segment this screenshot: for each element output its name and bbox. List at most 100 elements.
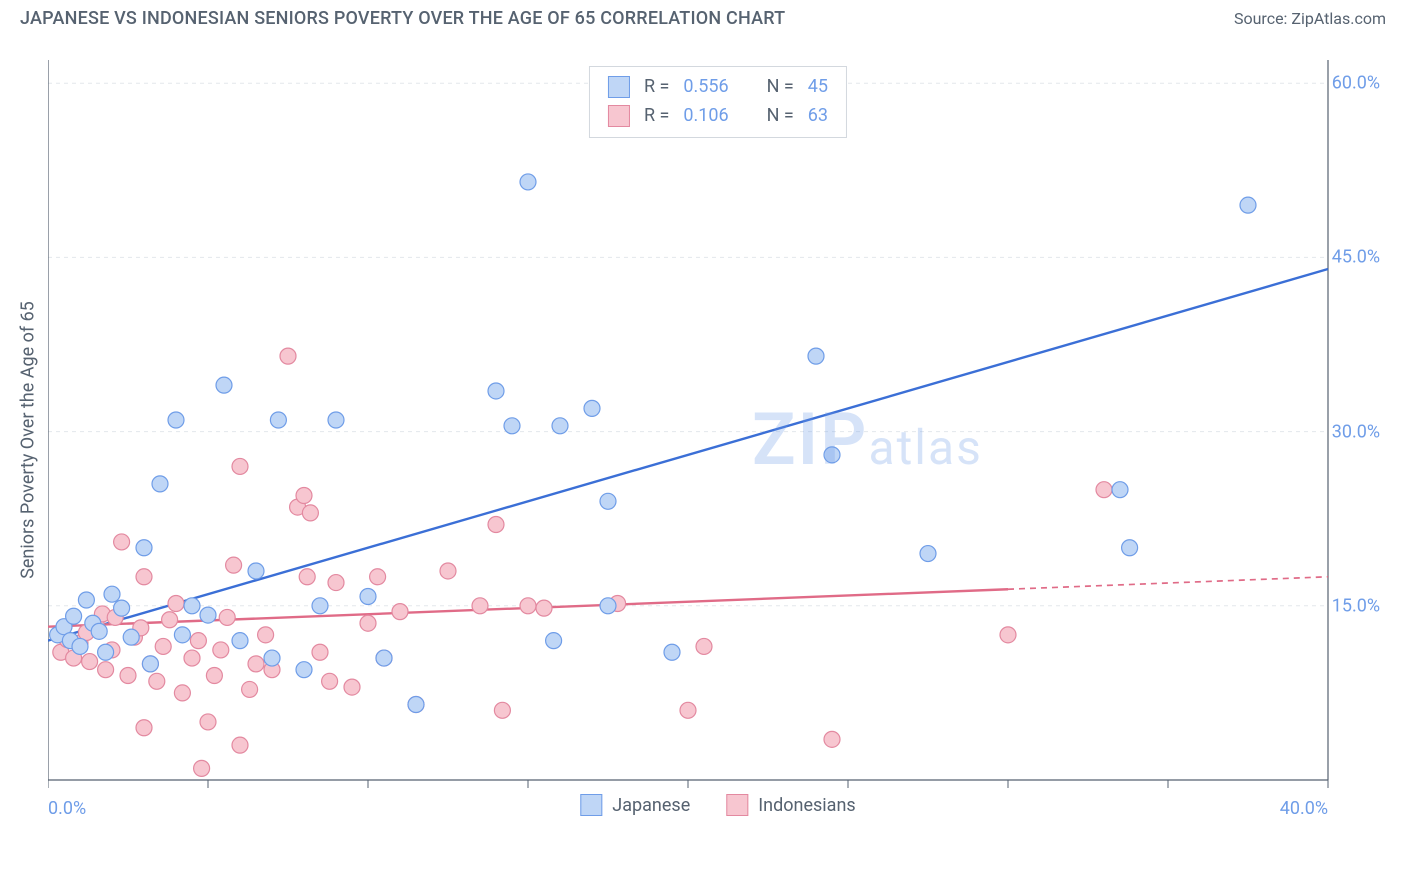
data-point-japanese — [216, 377, 232, 393]
x-tick-label: 40.0% — [1280, 798, 1328, 819]
data-point-indonesians — [296, 487, 312, 503]
y-axis-label: Seniors Poverty Over the Age of 65 — [18, 301, 39, 579]
chart-title: JAPANESE VS INDONESIAN SENIORS POVERTY O… — [20, 8, 785, 29]
data-point-japanese — [488, 383, 504, 399]
data-point-japanese — [142, 656, 158, 672]
trend-line-japanese — [48, 269, 1328, 641]
chart-area: Seniors Poverty Over the Age of 65 ZIPat… — [48, 60, 1388, 820]
data-point-indonesians — [232, 458, 248, 474]
data-point-indonesians — [302, 505, 318, 521]
data-point-japanese — [360, 589, 376, 605]
data-point-indonesians — [114, 534, 130, 550]
r-value: 0.106 — [683, 102, 728, 131]
data-point-indonesians — [328, 575, 344, 591]
legend-item: Japanese — [580, 794, 690, 816]
data-point-indonesians — [136, 720, 152, 736]
data-point-indonesians — [168, 595, 184, 611]
r-label: R = — [644, 73, 669, 102]
data-point-japanese — [78, 592, 94, 608]
data-point-indonesians — [136, 569, 152, 585]
data-point-japanese — [552, 418, 568, 434]
n-label: N = — [767, 73, 794, 102]
data-point-japanese — [72, 638, 88, 654]
data-point-japanese — [248, 563, 264, 579]
y-tick-label: 60.0% — [1332, 73, 1380, 94]
data-point-japanese — [1122, 540, 1138, 556]
data-point-japanese — [1240, 197, 1256, 213]
legend-swatch — [608, 105, 630, 127]
data-point-japanese — [174, 627, 190, 643]
data-point-indonesians — [98, 662, 114, 678]
data-point-japanese — [328, 412, 344, 428]
data-point-indonesians — [162, 612, 178, 628]
y-tick-label: 15.0% — [1332, 595, 1380, 616]
data-point-indonesians — [226, 557, 242, 573]
data-point-indonesians — [190, 633, 206, 649]
data-point-japanese — [296, 662, 312, 678]
data-point-indonesians — [258, 627, 274, 643]
data-point-japanese — [546, 633, 562, 649]
data-point-japanese — [184, 598, 200, 614]
data-point-indonesians — [824, 731, 840, 747]
data-point-indonesians — [155, 638, 171, 654]
data-point-japanese — [168, 412, 184, 428]
n-label: N = — [767, 102, 794, 131]
data-point-japanese — [123, 629, 139, 645]
stats-row: R = 0.106 N = 63 — [608, 102, 828, 131]
data-point-japanese — [200, 607, 216, 623]
data-point-indonesians — [200, 714, 216, 730]
n-value: 45 — [808, 73, 828, 102]
data-point-japanese — [104, 586, 120, 602]
data-point-japanese — [232, 633, 248, 649]
legend-item: Indonesians — [726, 794, 855, 816]
y-tick-label: 45.0% — [1332, 247, 1380, 268]
source-prefix: Source: — [1234, 9, 1291, 28]
data-point-indonesians — [520, 598, 536, 614]
series-legend: Japanese Indonesians — [580, 794, 855, 816]
correlation-stats-box: R = 0.556 N = 45 R = 0.106 N = 63 — [589, 66, 847, 138]
stats-row: R = 0.556 N = 45 — [608, 73, 828, 102]
data-point-japanese — [136, 540, 152, 556]
data-point-indonesians — [248, 656, 264, 672]
data-point-japanese — [600, 493, 616, 509]
data-point-japanese — [114, 600, 130, 616]
data-point-indonesians — [149, 673, 165, 689]
data-point-indonesians — [472, 598, 488, 614]
data-point-japanese — [264, 650, 280, 666]
y-tick-label: 30.0% — [1332, 421, 1380, 442]
n-value: 63 — [808, 102, 828, 131]
data-point-indonesians — [219, 609, 235, 625]
source-name: ZipAtlas.com — [1291, 9, 1386, 28]
data-point-japanese — [664, 644, 680, 660]
x-tick-label: 0.0% — [48, 798, 86, 819]
data-point-indonesians — [242, 681, 258, 697]
data-point-indonesians — [360, 615, 376, 631]
data-point-japanese — [98, 644, 114, 660]
legend-swatch — [726, 794, 748, 816]
data-point-indonesians — [312, 644, 328, 660]
scatter-plot — [48, 60, 1388, 820]
data-point-indonesians — [494, 702, 510, 718]
data-point-japanese — [312, 598, 328, 614]
data-point-indonesians — [392, 604, 408, 620]
data-point-indonesians — [232, 737, 248, 753]
data-point-indonesians — [322, 673, 338, 689]
data-point-indonesians — [120, 667, 136, 683]
data-point-japanese — [1112, 482, 1128, 498]
data-point-japanese — [584, 400, 600, 416]
legend-swatch — [608, 76, 630, 98]
data-point-indonesians — [488, 517, 504, 533]
chart-header: JAPANESE VS INDONESIAN SENIORS POVERTY O… — [0, 0, 1406, 29]
data-point-indonesians — [280, 348, 296, 364]
data-point-japanese — [824, 447, 840, 463]
data-point-japanese — [152, 476, 168, 492]
data-point-japanese — [66, 608, 82, 624]
data-point-indonesians — [440, 563, 456, 579]
r-value: 0.556 — [683, 73, 728, 102]
data-point-indonesians — [696, 638, 712, 654]
data-point-indonesians — [536, 600, 552, 616]
r-label: R = — [644, 102, 669, 131]
data-point-indonesians — [206, 667, 222, 683]
data-point-indonesians — [1000, 627, 1016, 643]
legend-swatch — [580, 794, 602, 816]
